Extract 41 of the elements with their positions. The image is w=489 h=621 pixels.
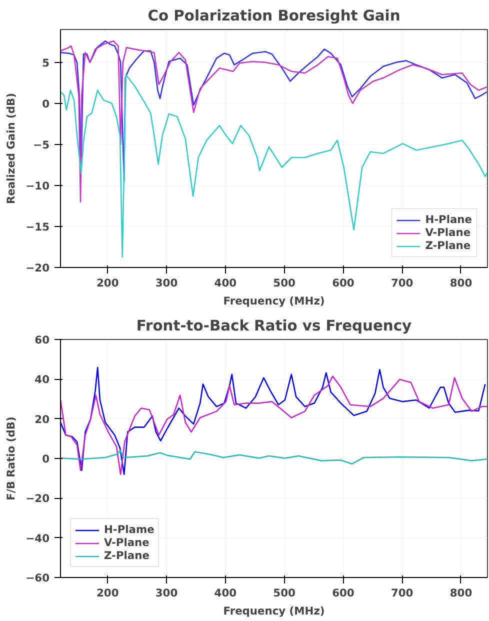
x-tick-label: 700 xyxy=(390,276,414,290)
x-tick-label: 800 xyxy=(450,586,472,600)
y-tick-label: 5 xyxy=(42,56,50,70)
x-tick-label: 600 xyxy=(332,276,354,290)
legend-label: V-Plane xyxy=(425,226,471,239)
x-tick-label: 200 xyxy=(96,276,119,290)
x-tick-label: 300 xyxy=(155,276,178,290)
x-tick-label: 300 xyxy=(155,586,178,600)
y-axis-title: Realized Gain (dB) xyxy=(4,92,18,204)
chart-title: Front-to-Back Ratio vs Frequency xyxy=(136,318,412,334)
line-series xyxy=(60,74,488,258)
x-tick-label: 500 xyxy=(273,586,296,600)
y-tick-label: −40 xyxy=(26,532,50,545)
y-tick-label: −15 xyxy=(26,220,50,234)
x-tick-label: 400 xyxy=(214,276,237,290)
y-tick-label: −10 xyxy=(26,179,50,192)
y-tick-label: 60 xyxy=(34,334,50,346)
x-tick-label: 400 xyxy=(214,586,237,600)
line-series xyxy=(60,450,488,465)
y-tick-label: −20 xyxy=(26,262,50,274)
legend-label: V-Plane xyxy=(104,536,150,549)
x-tick-label: 700 xyxy=(390,586,414,600)
legend-label: H-Plane xyxy=(425,213,472,226)
y-tick-label: 20 xyxy=(34,412,50,426)
legend-label: H-Plame xyxy=(104,523,154,536)
x-axis-title: Frequency (MHz) xyxy=(223,604,325,618)
x-tick-label: 200 xyxy=(96,586,119,600)
y-tick-label: −20 xyxy=(26,492,50,506)
legend-label: Z-Plane xyxy=(104,549,150,562)
x-tick-label: 500 xyxy=(273,276,296,290)
legend-label: Z-Plane xyxy=(425,239,471,252)
y-tick-label: 0 xyxy=(42,452,50,466)
y-axis-title: F/B Ratio (dB) xyxy=(4,416,18,500)
x-tick-label: 800 xyxy=(450,276,472,290)
chart-title: Co Polarization Boresight Gain xyxy=(148,8,400,24)
y-tick-label: −5 xyxy=(33,138,50,152)
y-tick-label: 40 xyxy=(34,373,50,386)
y-tick-label: 0 xyxy=(42,97,50,110)
x-tick-label: 600 xyxy=(332,586,354,600)
y-tick-label: −60 xyxy=(26,572,50,584)
x-axis-title: Frequency (MHz) xyxy=(223,294,325,308)
